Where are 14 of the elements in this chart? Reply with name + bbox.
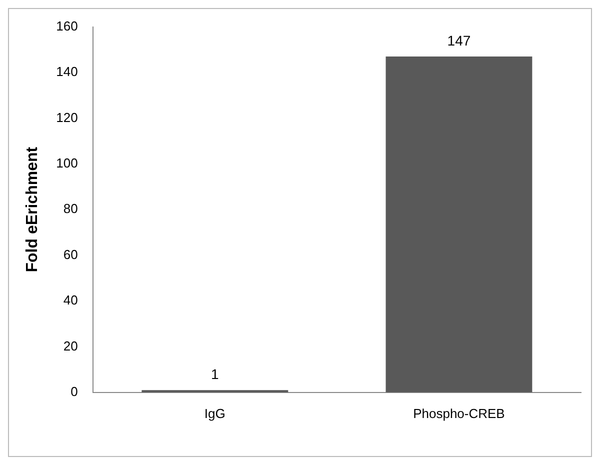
- y-tick-label: 40: [63, 292, 78, 308]
- y-tick-label: 20: [63, 338, 78, 354]
- data-label: 1: [211, 366, 220, 382]
- y-axis-title: Fold eErichment: [24, 146, 42, 272]
- x-tick-label: IgG: [204, 406, 226, 421]
- y-tick-label: 60: [63, 246, 78, 262]
- y-tick-label: 140: [56, 64, 78, 80]
- y-tick-label: 80: [63, 201, 78, 216]
- y-tick-label: 160: [56, 18, 78, 34]
- x-tick-label: Phospho-CREB: [413, 406, 505, 421]
- y-tick-label: 120: [56, 110, 78, 125]
- y-tick-label: 100: [56, 155, 78, 170]
- y-tick-label: 0: [70, 384, 78, 399]
- data-label: 147: [447, 32, 471, 48]
